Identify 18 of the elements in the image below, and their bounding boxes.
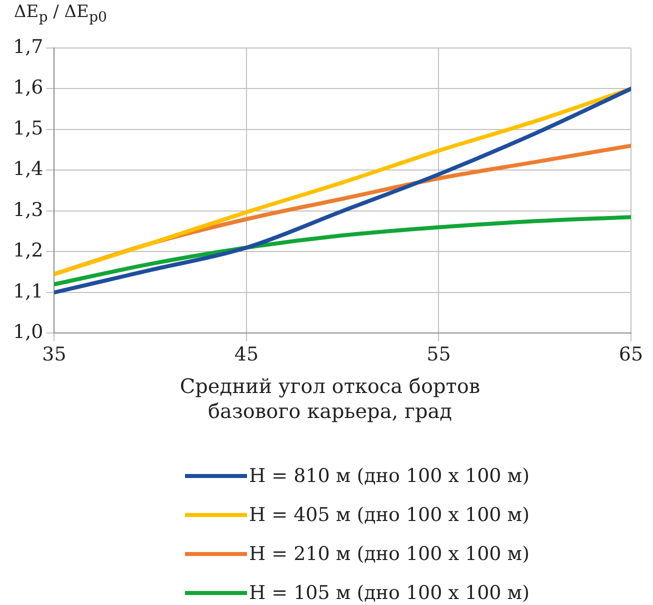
x-tick-label: 35 <box>42 344 66 366</box>
y-tick-label: 1,3 <box>13 198 44 221</box>
y-tick-label: 1,1 <box>13 280 44 302</box>
x-tick-label: 45 <box>234 344 259 366</box>
y-tick-label: 1,5 <box>13 117 44 140</box>
y-tick-label: 1,6 <box>13 76 44 99</box>
legend-label: H = 405 м (дно 100 х 100 м) <box>249 504 530 526</box>
x-tick-label: 65 <box>618 344 644 366</box>
y-tick-label: 1,4 <box>13 158 44 180</box>
legend-label: H = 105 м (дно 100 х 100 м) <box>249 582 530 604</box>
y-tick-label: 1,0 <box>13 321 44 344</box>
y-tick-label: 1,7 <box>13 36 44 58</box>
x-tick-label: 55 <box>426 344 451 366</box>
y-axis-title: ΔE$_{p}$ / ΔE$_{p0}$ <box>14 2 108 26</box>
legend-label: H = 210 м (дно 100 х 100 м) <box>249 542 530 564</box>
x-axis-title: Средний угол откоса бортов базового карьера, град <box>178 374 482 424</box>
y-tick-label: 1,2 <box>13 240 44 262</box>
legend-label: H = 810 м (дно 100 х 100 м) <box>249 464 530 486</box>
